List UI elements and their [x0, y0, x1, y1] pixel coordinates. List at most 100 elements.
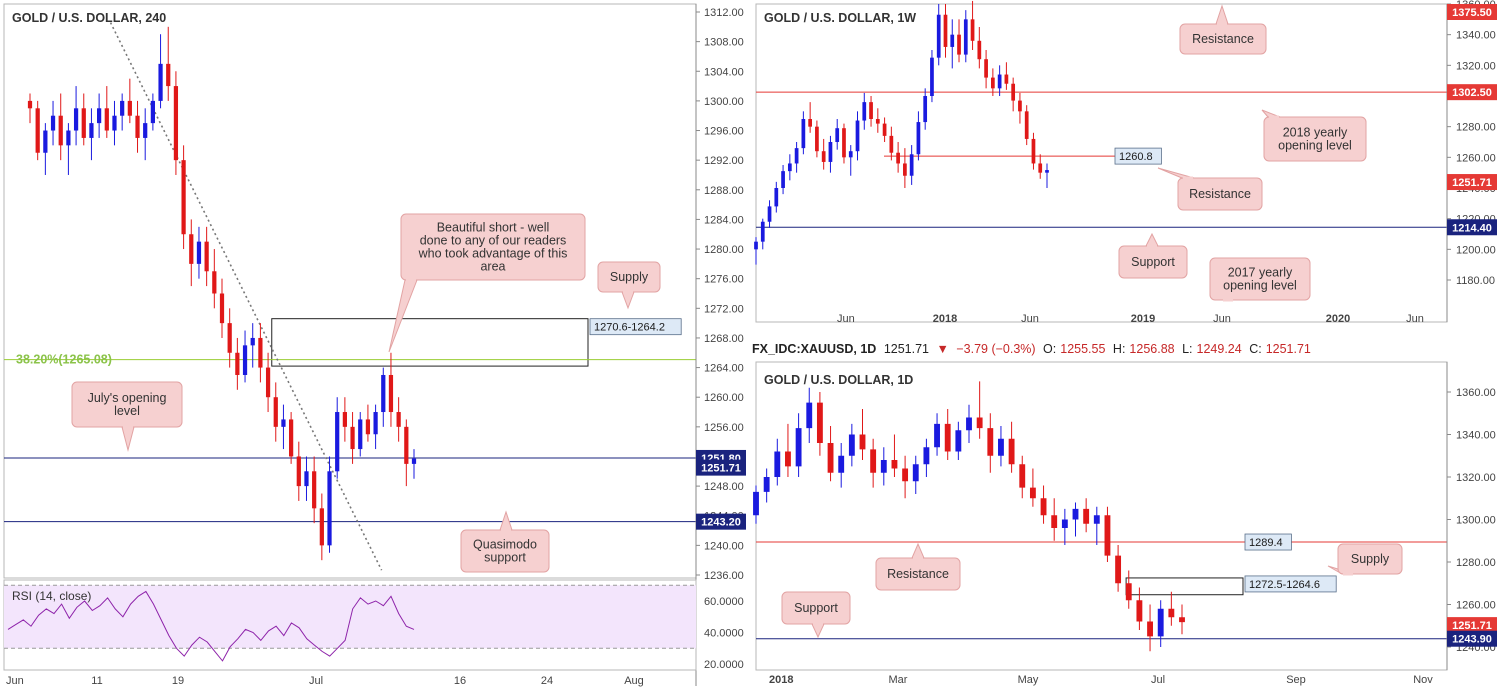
h4-candle — [227, 308, 232, 368]
daily-callout-supply: Supply — [1327, 543, 1403, 576]
daily-candle-body — [1072, 508, 1079, 520]
weekly-candle — [787, 154, 792, 181]
weekly-candle — [869, 96, 873, 127]
weekly-level-tag-label: 1375.50 — [1452, 7, 1492, 19]
weekly-candle-body — [943, 14, 948, 47]
weekly-candle-body — [1004, 74, 1009, 84]
h4-y-tick-label: 1280.00 — [704, 244, 744, 256]
weekly-y-tick-label: 1180.00 — [1456, 275, 1495, 287]
weekly-candle — [828, 135, 833, 173]
weekly-candle — [977, 27, 982, 69]
weekly-candle-body — [855, 120, 860, 152]
weekly-callout-2017-pointer-join — [1223, 298, 1233, 302]
header-open: 1255.55 — [1060, 342, 1106, 356]
daily-candle — [1051, 498, 1058, 541]
h4-candle — [281, 404, 286, 450]
daily-candle-body — [923, 447, 930, 465]
h4-candle — [250, 323, 255, 368]
daily-candle-body — [1051, 515, 1058, 528]
daily-y-tick-label: 1260.00 — [1456, 600, 1496, 612]
daily-candle — [1029, 468, 1036, 507]
daily-candle-body — [763, 477, 770, 492]
h4-candle-body — [143, 123, 148, 138]
h4-candle-body — [43, 130, 48, 153]
weekly-x-tick-label: 2020 — [1326, 313, 1350, 325]
h4-candle — [89, 108, 94, 161]
daily-candle-body — [774, 451, 781, 477]
weekly-candle-body — [821, 151, 826, 162]
daily-chart[interactable]: GOLD / U.S. DOLLAR, 1D 1360.00 1340.00 1320… — [753, 361, 1497, 686]
daily-candle — [1040, 485, 1047, 524]
h4-price-tag-label: 1251.71 — [701, 463, 741, 475]
daily-candle-body — [1008, 438, 1015, 465]
h4-callout-short-line: Beautiful short - well — [437, 221, 550, 235]
daily-candle — [848, 423, 855, 467]
h4-frame — [3, 3, 697, 579]
weekly-candle-body — [754, 241, 758, 250]
weekly-callout-support-line: Support — [1131, 255, 1175, 269]
weekly-x-tick-label: Jun — [1406, 313, 1424, 325]
weekly-candle — [1038, 154, 1043, 179]
weekly-candle-body — [1018, 100, 1022, 112]
daily-callout-resistance-pointer-join — [913, 556, 923, 560]
daily-candle — [870, 438, 877, 488]
daily-candle-body — [859, 434, 866, 450]
daily-price-tag-bg — [1447, 617, 1497, 634]
h4-candle — [127, 78, 132, 124]
header-high: 1256.88 — [1129, 342, 1175, 356]
h4-candle — [196, 226, 202, 279]
weekly-candle-body — [875, 119, 880, 124]
daily-candle-body — [1157, 608, 1164, 637]
weekly-candle-body — [801, 119, 806, 149]
h4-callout-july-line: July's opening — [88, 391, 167, 405]
h4-chart[interactable]: GOLD / U.S. DOLLAR, 240 38.20%(1265.08) 13… — [3, 3, 746, 687]
weekly-candle — [754, 237, 758, 265]
weekly-x-tick-label: Jun — [837, 313, 855, 325]
rsi-panel[interactable]: RSI (14, close) 60.0000 40.0000 20.0000 — [3, 579, 744, 671]
weekly-callout-resistance-top-pointer-join — [1217, 22, 1227, 26]
h4-candle-body — [135, 115, 140, 138]
daily-candle-body — [912, 464, 919, 482]
weekly-candle-body — [889, 135, 894, 153]
h4-candle-body — [319, 508, 324, 546]
h4-candle-body — [342, 412, 347, 427]
h4-candle — [135, 100, 140, 153]
h4-candle — [404, 419, 409, 487]
h4-zone-box-bg — [589, 318, 682, 336]
weekly-callout-2018-line: 2018 yearly — [1283, 126, 1348, 140]
daily-candle-body — [880, 460, 887, 473]
daily-y-tick-label: 1300.00 — [1456, 515, 1496, 527]
h4-candle-body — [296, 456, 301, 487]
h4-candle — [296, 441, 301, 501]
h4-callout-short-box — [400, 213, 586, 281]
weekly-candle — [815, 120, 819, 158]
weekly-callout-resistance-pointer-join — [1183, 176, 1193, 180]
h4-candle-body — [335, 412, 340, 472]
daily-candle-body — [934, 423, 940, 448]
h4-candle-body — [35, 108, 40, 153]
weekly-chart[interactable]: GOLD / U.S. DOLLAR, 1W1360.001340.001320… — [754, 0, 1497, 325]
h4-candle — [73, 86, 79, 146]
weekly-candle — [909, 145, 914, 185]
daily-candle — [806, 387, 813, 443]
h4-candle-body — [358, 419, 363, 450]
daily-callout-resistance-line: Resistance — [887, 567, 949, 581]
h4-candle — [58, 93, 63, 161]
rsi-y-tick-label: 40.0000 — [704, 628, 744, 640]
h4-y-tick-label: 1300.00 — [704, 96, 744, 108]
h4-callout-short-line: area — [480, 260, 505, 274]
h4-candle-body — [373, 412, 378, 435]
h4-candle-body — [27, 100, 33, 109]
daily-resistance-box-label: 1289.4 — [1249, 537, 1283, 549]
h4-candle-body — [212, 271, 217, 294]
h4-candle-body — [312, 471, 317, 509]
weekly-callout-support: Support — [1118, 232, 1188, 279]
weekly-candle-body — [774, 188, 779, 207]
weekly-candle-body — [787, 163, 792, 172]
rsi-band — [4, 585, 696, 649]
h4-candle — [411, 449, 417, 479]
daily-candle-body — [955, 430, 962, 452]
weekly-x-tick-label: Jun — [1021, 313, 1039, 325]
daily-callout-supply-box — [1337, 543, 1403, 575]
h4-y-tick-label: 1288.00 — [704, 185, 744, 197]
